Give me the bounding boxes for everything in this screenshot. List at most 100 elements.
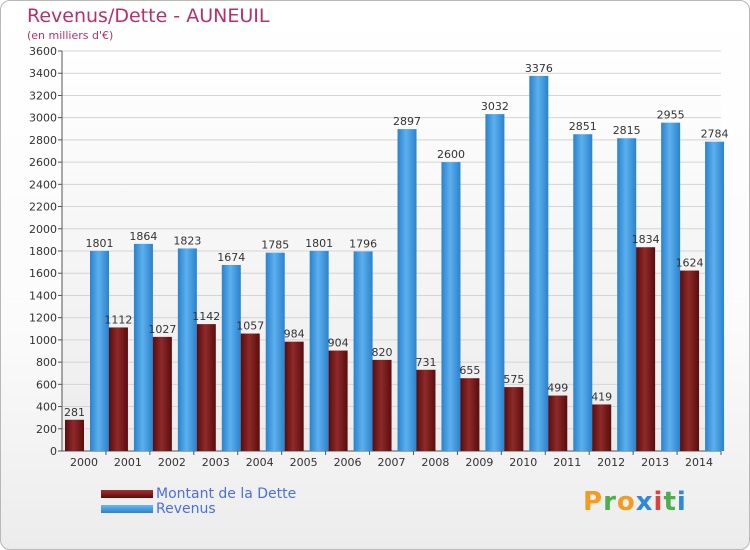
bar-revenus — [705, 141, 725, 451]
bar-revenus — [397, 129, 417, 451]
x-tick-label: 2000 — [70, 456, 98, 469]
bar-dette — [592, 404, 612, 451]
value-label: 2851 — [569, 120, 597, 133]
value-label: 984 — [284, 328, 305, 341]
logo-letter: x — [635, 487, 654, 517]
logo-letter: o — [616, 487, 636, 517]
value-label: 1785 — [261, 239, 289, 252]
logo-letter: r — [603, 487, 617, 517]
bar-revenus — [90, 250, 109, 451]
bar-revenus — [221, 265, 241, 451]
y-tick-label: 3200 — [29, 89, 57, 102]
x-tick-label: 2003 — [202, 456, 230, 469]
bar-revenus — [265, 252, 285, 451]
value-label: 1142 — [192, 310, 220, 323]
y-tick-label: 0 — [50, 445, 57, 458]
value-label: 2897 — [393, 115, 421, 128]
x-tick-label: 2002 — [158, 456, 186, 469]
x-tick-label: 2009 — [465, 456, 493, 469]
y-tick-label: 1400 — [29, 289, 57, 302]
bar-dette — [328, 350, 348, 451]
bar-revenus — [353, 251, 373, 451]
bar-revenus — [573, 134, 593, 451]
value-label: 1112 — [104, 313, 132, 326]
value-label: 2955 — [657, 109, 685, 122]
value-label: 655 — [459, 364, 480, 377]
bar-dette — [504, 387, 524, 451]
bar-revenus — [661, 122, 681, 452]
value-label: 419 — [591, 390, 612, 403]
value-label: 499 — [547, 382, 568, 395]
x-tick-label: 2006 — [334, 456, 362, 469]
y-tick-label: 3400 — [29, 67, 57, 80]
value-label: 820 — [372, 346, 393, 359]
bar-dette — [240, 333, 260, 451]
x-tick-label: 2008 — [421, 456, 449, 469]
bar-dette — [108, 327, 128, 451]
value-label: 1801 — [305, 237, 333, 250]
logo-letter: i — [676, 487, 687, 517]
value-label: 2815 — [613, 124, 641, 137]
x-tick-label: 2004 — [246, 456, 274, 469]
x-tick-label: 2013 — [641, 456, 669, 469]
value-label: 2600 — [437, 148, 465, 161]
y-tick-label: 2200 — [29, 201, 57, 214]
bar-revenus — [617, 138, 637, 451]
value-label: 1834 — [632, 233, 660, 246]
x-tick-label: 2001 — [114, 456, 142, 469]
y-tick-label: 2800 — [29, 134, 57, 147]
bar-revenus — [485, 114, 505, 451]
y-tick-label: 400 — [36, 401, 57, 414]
x-tick-label: 2014 — [685, 456, 713, 469]
bar-dette — [196, 324, 216, 451]
value-label: 281 — [64, 406, 85, 419]
x-tick-label: 2005 — [290, 456, 318, 469]
y-tick-label: 1800 — [29, 245, 57, 258]
value-label: 1796 — [349, 237, 377, 250]
value-label: 1823 — [173, 234, 201, 247]
bar-dette — [65, 419, 84, 451]
value-label: 1801 — [86, 237, 114, 250]
y-tick-label: 600 — [36, 378, 57, 391]
y-tick-label: 2600 — [29, 156, 57, 169]
x-tick-label: 2012 — [597, 456, 625, 469]
y-tick-label: 1000 — [29, 334, 57, 347]
y-tick-label: 800 — [36, 356, 57, 369]
plot-area: 0 200 400 600 800 1000 1200 1400 1600 1800 2000 220… — [29, 45, 729, 469]
bar-revenus — [441, 162, 461, 451]
value-label: 1624 — [676, 257, 704, 270]
y-tick-label: 200 — [36, 423, 57, 436]
chart-title: Revenus/Dette - AUNEUIL — [27, 5, 270, 27]
bar-revenus — [133, 243, 153, 451]
legend-label-revenus: Revenus — [156, 501, 216, 517]
legend-label-debt: Montant de la Dette — [156, 486, 297, 502]
bar-revenus — [309, 250, 329, 451]
proxiti-logo: Proxiti — [583, 487, 687, 517]
bar-dette — [460, 378, 480, 451]
logo-letter: t — [663, 487, 677, 517]
value-label: 3032 — [481, 100, 509, 113]
y-tick-label: 2000 — [29, 223, 57, 236]
x-tick-label: 2010 — [509, 456, 537, 469]
logo-letter: i — [653, 487, 664, 517]
y-tick-label: 1200 — [29, 312, 57, 325]
x-tick-label: 2007 — [378, 456, 406, 469]
y-tick-label: 2400 — [29, 178, 57, 191]
value-label: 575 — [503, 373, 524, 386]
value-label: 3376 — [525, 62, 553, 75]
bar-dette — [372, 359, 392, 451]
bar-dette — [284, 341, 304, 451]
value-label: 904 — [328, 337, 349, 350]
y-tick-label: 3600 — [29, 45, 57, 58]
bar-revenus — [177, 248, 197, 451]
bar-dette — [416, 369, 436, 451]
bar-dette — [636, 247, 656, 451]
chart-subtitle: (en milliers d'€) — [27, 29, 114, 42]
logo-letter: P — [583, 487, 604, 517]
value-label: 2784 — [701, 128, 729, 141]
legend-swatch-debt — [101, 490, 153, 498]
x-tick-label: 2011 — [553, 456, 581, 469]
value-label: 1027 — [148, 323, 176, 336]
